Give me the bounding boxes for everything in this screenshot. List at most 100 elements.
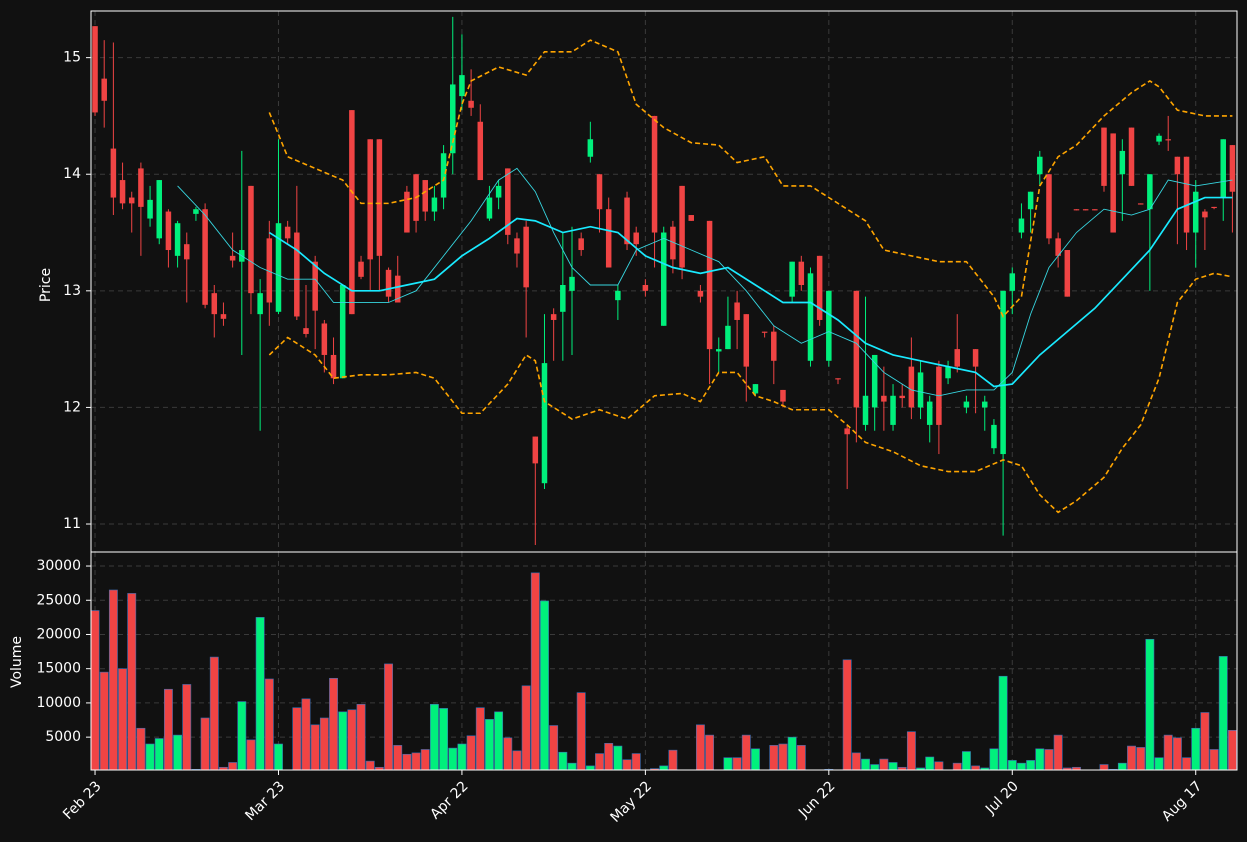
candle-body — [624, 197, 630, 245]
volume-bar — [934, 761, 944, 770]
candle-body — [1174, 156, 1181, 175]
candle-body — [523, 226, 529, 288]
candle-body — [550, 314, 557, 320]
y-tick-label: 14 — [63, 166, 81, 182]
candle-body — [743, 314, 750, 367]
volume-bar — [961, 751, 971, 770]
volume-bar — [448, 747, 458, 770]
candle-body — [532, 436, 539, 464]
volume-bar — [145, 743, 155, 770]
candle-body — [660, 232, 667, 326]
volume-bar — [1200, 712, 1210, 770]
candle-body — [670, 226, 676, 260]
candle-body — [284, 226, 291, 239]
candle-body — [184, 244, 190, 260]
candle-body — [1220, 139, 1226, 198]
candle-body — [1110, 133, 1116, 233]
candle-body — [1101, 127, 1107, 186]
overlay-line — [268, 39, 1233, 318]
volume-bar — [1163, 734, 1173, 770]
volume-bar — [668, 749, 678, 770]
volume-bar — [1172, 737, 1182, 770]
y-tick-label: 5000 — [45, 729, 81, 745]
candle-body — [615, 290, 621, 301]
volume-bar — [530, 572, 540, 770]
candle-body — [587, 139, 594, 157]
y-tick-label: 11 — [63, 516, 81, 532]
candle-body — [1229, 145, 1236, 192]
candle-body — [826, 290, 832, 361]
candle-body — [605, 209, 612, 268]
candle-body — [1018, 218, 1025, 233]
volume-bar — [200, 717, 210, 770]
volume-bar — [1154, 757, 1164, 770]
volume-bar — [274, 743, 283, 770]
volume-bar — [888, 762, 898, 770]
candle-body — [1165, 139, 1171, 141]
candle-body — [725, 325, 731, 350]
candle-body — [1183, 156, 1190, 233]
candle-body — [229, 255, 236, 261]
volume-bar — [585, 765, 595, 770]
candle-body — [926, 401, 933, 425]
volume-bar — [650, 768, 659, 770]
candle-body — [642, 284, 649, 291]
y-tick-label: 15 — [63, 50, 81, 66]
volume-bar — [971, 765, 981, 770]
overlay-line — [268, 272, 1233, 514]
candle-body — [963, 401, 970, 408]
volume-bar — [1127, 745, 1136, 770]
candle-body — [844, 428, 850, 435]
volume-bar — [237, 701, 247, 770]
volume-bar — [980, 767, 990, 770]
candle-body — [376, 139, 383, 256]
volume-bar — [1136, 747, 1146, 770]
candle-body — [899, 395, 905, 399]
candle-body — [339, 284, 346, 379]
candle-body — [505, 168, 511, 235]
candle-body — [165, 211, 172, 251]
candle-body — [1119, 150, 1126, 175]
candle-body — [945, 366, 951, 379]
candle-body — [761, 331, 768, 333]
candle-body — [1192, 191, 1199, 233]
volume-bar — [264, 678, 274, 770]
volume-bar — [613, 745, 623, 770]
candle-body — [422, 180, 428, 212]
volume-bar — [916, 767, 925, 770]
candle-body — [385, 269, 392, 297]
candle-body — [147, 199, 153, 219]
candle-body — [468, 100, 474, 108]
volume-bar — [384, 663, 393, 770]
volume-frame — [90, 551, 1238, 771]
candle-body — [1073, 209, 1080, 211]
volume-bar — [989, 748, 999, 770]
volume-bar — [108, 589, 118, 770]
volume-bar — [925, 756, 935, 770]
candle-body — [257, 293, 263, 315]
volume-bar — [338, 711, 348, 770]
volume-bar — [741, 734, 751, 770]
candle-body — [1009, 273, 1016, 291]
volume-bar — [732, 757, 742, 770]
candle-body — [367, 139, 373, 260]
grid — [91, 11, 1237, 770]
volume-bar — [485, 719, 494, 770]
volume-bar — [154, 738, 164, 770]
candle-body — [101, 78, 107, 101]
candle-body — [294, 232, 300, 317]
candle-body — [871, 354, 878, 408]
volume-bar — [99, 671, 109, 770]
y-tick-label: 13 — [63, 283, 81, 299]
candle-body — [514, 238, 520, 254]
candle-body — [174, 223, 181, 256]
volume-bar — [329, 677, 338, 770]
candle-body — [211, 293, 218, 315]
candle-body — [477, 121, 484, 181]
volume-bar — [631, 753, 641, 770]
candle-body — [541, 363, 548, 484]
volume-panel — [91, 572, 1237, 770]
volume-bar — [347, 709, 357, 770]
candle-body — [816, 255, 823, 320]
